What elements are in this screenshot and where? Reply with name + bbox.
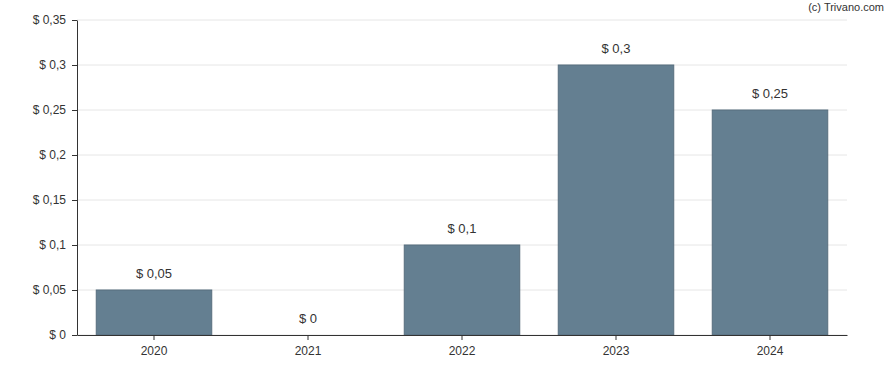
y-tick: $ 0,15: [33, 193, 77, 207]
y-tick-mark: [72, 65, 77, 66]
annotation: (c) Trivano.com: [808, 1, 884, 13]
y-tick: $ 0,05: [33, 283, 77, 297]
y-tick-label: $ 0: [49, 328, 66, 342]
x-tick-mark: [616, 335, 617, 340]
y-axis-line: [77, 21, 78, 336]
x-axis: 2020 2021 2022 2023 2024: [78, 335, 848, 358]
grid-line: [77, 20, 847, 21]
data-label: $ 0: [299, 311, 317, 326]
x-tick-mark: [462, 335, 463, 340]
bar: [712, 110, 828, 335]
plot: $ 0$ 0,05$ 0,1$ 0,15$ 0,2$ 0,25$ 0,3$ 0,…: [33, 13, 848, 357]
y-tick: $ 0: [49, 328, 77, 342]
x-tick-label: 2023: [603, 344, 630, 358]
data-label: $ 0,25: [752, 86, 788, 101]
y-tick-label: $ 0,05: [33, 283, 67, 297]
y-tick: $ 0,1: [39, 238, 77, 252]
x-tick-mark: [154, 335, 155, 340]
y-tick: $ 0,2: [39, 148, 77, 162]
x-tick-mark: [770, 335, 771, 340]
y-tick-label: $ 0,3: [39, 58, 66, 72]
y-tick-mark: [72, 110, 77, 111]
y-tick-mark: [72, 290, 77, 291]
bars: [96, 65, 828, 335]
x-tick: 2024: [757, 335, 784, 358]
y-tick-label: $ 0,2: [39, 148, 66, 162]
y-tick-label: $ 0,35: [33, 13, 67, 27]
x-tick-label: 2020: [141, 344, 168, 358]
chart: $ 0$ 0,05$ 0,1$ 0,15$ 0,2$ 0,25$ 0,3$ 0,…: [0, 0, 888, 370]
y-tick: $ 0,35: [33, 13, 77, 27]
y-tick-mark: [72, 335, 77, 336]
bar: [558, 65, 674, 335]
data-label: $ 0,05: [136, 266, 172, 281]
grid: [77, 20, 847, 335]
y-tick: $ 0,25: [33, 103, 77, 117]
data-label: $ 0,3: [602, 41, 631, 56]
data-labels: $ 0,05 $ 0 $ 0,1 $ 0,3 $ 0,25: [136, 41, 788, 326]
x-tick-label: 2024: [757, 344, 784, 358]
x-tick-mark: [308, 335, 309, 340]
x-tick: 2021: [295, 335, 322, 358]
bar: [250, 335, 366, 336]
y-tick: $ 0,3: [39, 58, 77, 72]
y-tick-label: $ 0,25: [33, 103, 67, 117]
y-tick-label: $ 0,15: [33, 193, 67, 207]
x-tick-label: 2022: [449, 344, 476, 358]
x-tick-label: 2021: [295, 344, 322, 358]
data-label: $ 0,1: [448, 221, 477, 236]
y-tick-mark: [72, 200, 77, 201]
bar: [96, 290, 212, 335]
y-tick-mark: [72, 155, 77, 156]
x-tick: 2022: [449, 335, 476, 358]
grid-line: [77, 65, 847, 66]
y-axis: $ 0 $ 0,05 $ 0,1 $ 0,15 $ 0,2 $ 0,25 $ 0,3 $ 0,…: [33, 13, 78, 342]
x-tick: 2020: [141, 335, 168, 358]
y-tick-mark: [72, 20, 77, 21]
bar: [404, 245, 520, 335]
y-tick-label: $ 0,1: [39, 238, 66, 252]
y-tick-mark: [72, 245, 77, 246]
x-tick: 2023: [603, 335, 630, 358]
